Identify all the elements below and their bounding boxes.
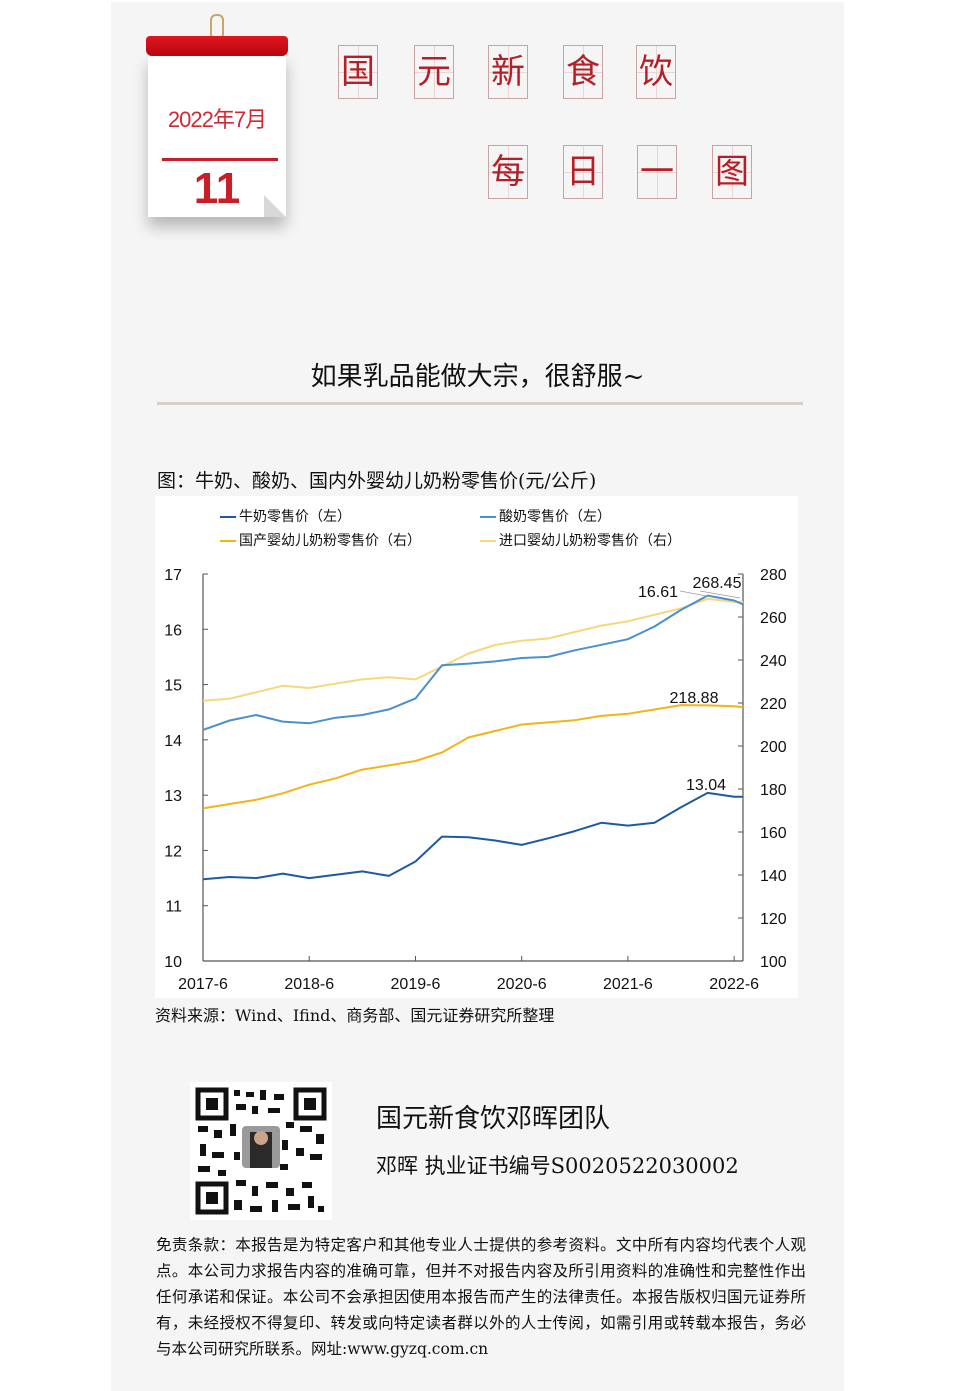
qr-code-icon <box>195 1087 327 1215</box>
title-char: 新 <box>488 45 528 99</box>
calendar-sheet: 2022年7月 11 <box>148 54 286 217</box>
legend-swatch <box>220 516 236 518</box>
legend-item-imported-formula: 进口婴幼儿奶粉零售价（右） <box>480 530 681 550</box>
calendar-widget: 2022年7月 11 <box>146 14 288 217</box>
title-char: 每 <box>488 145 528 199</box>
title-char: 图 <box>712 145 752 199</box>
title-char: 元 <box>414 45 454 99</box>
page-curl-icon <box>264 195 286 217</box>
team-name: 国元新食饮邓晖团队 <box>376 1104 611 1134</box>
title-char: 国 <box>338 45 378 99</box>
legend-swatch <box>480 516 496 518</box>
analyst-certificate: 邓晖 执业证书编号S0020522030002 <box>376 1154 739 1178</box>
legend-item-milk: 牛奶零售价（左） <box>220 506 351 526</box>
legend-item-yogurt: 酸奶零售价（左） <box>480 506 611 526</box>
figure-title: 图：牛奶、酸奶、国内外婴幼儿奶粉零售价(元/公斤) <box>157 470 597 492</box>
title-char: 饮 <box>636 45 676 99</box>
calendar-month: 2022年7月 <box>167 107 267 132</box>
title-char: 日 <box>563 145 603 199</box>
data-source: 资料来源：Wind、Ifind、商务部、国元证券研究所整理 <box>155 1006 555 1025</box>
legend-item-domestic-formula: 国产婴幼儿奶粉零售价（右） <box>220 530 421 550</box>
headline: 如果乳品能做大宗，很舒服~ <box>310 362 645 392</box>
title-char: 一 <box>637 145 677 199</box>
chart-area <box>155 496 798 998</box>
calendar-divider <box>162 158 278 161</box>
qr-code[interactable] <box>190 1082 332 1220</box>
legend-swatch <box>480 540 496 542</box>
divider <box>157 402 803 405</box>
calendar-day: 11 <box>193 164 241 213</box>
title-char: 食 <box>563 45 603 99</box>
disclaimer: 免责条款：本报告是为特定客户和其他专业人士提供的参考资料。文中所有内容均代表个人… <box>156 1236 806 1358</box>
legend-swatch <box>220 540 236 542</box>
calendar-header-bar <box>146 36 288 56</box>
